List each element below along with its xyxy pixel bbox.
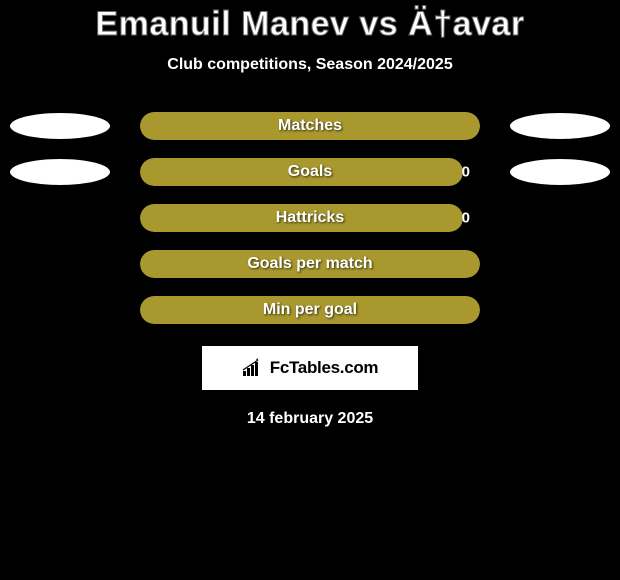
stat-row-hattricks: Hattricks 0	[0, 204, 620, 232]
left-placeholder-ellipse	[10, 113, 110, 139]
stat-bar-fill	[140, 158, 463, 186]
footer-date: 14 february 2025	[247, 410, 373, 428]
stat-bar-fill	[140, 296, 480, 324]
stat-row-min-per-goal: Min per goal	[0, 296, 620, 324]
left-placeholder-ellipse	[10, 159, 110, 185]
page-title: Emanuil Manev vs Ä†avar	[95, 5, 524, 44]
bars-chart-icon	[242, 358, 264, 378]
stat-bar: Hattricks 0	[140, 204, 480, 232]
stat-row-goals: Goals 0	[0, 158, 620, 186]
stat-bar-fill	[140, 204, 463, 232]
attribution-text: FcTables.com	[270, 358, 379, 378]
attribution-badge: FcTables.com	[202, 346, 418, 390]
stat-bar: Matches	[140, 112, 480, 140]
stat-bar: Min per goal	[140, 296, 480, 324]
stat-rows: Matches Goals 0 Hattricks 0	[0, 112, 620, 324]
right-placeholder-ellipse	[510, 113, 610, 139]
comparison-infographic: Emanuil Manev vs Ä†avar Club competition…	[0, 0, 620, 428]
stat-bar: Goals per match	[140, 250, 480, 278]
stat-bar-fill	[140, 112, 480, 140]
stat-row-goals-per-match: Goals per match	[0, 250, 620, 278]
stat-value-right: 0	[462, 164, 470, 181]
stat-bar-fill	[140, 250, 480, 278]
stat-value-right: 0	[462, 210, 470, 227]
right-placeholder-ellipse	[510, 159, 610, 185]
stat-bar: Goals 0	[140, 158, 480, 186]
stat-row-matches: Matches	[0, 112, 620, 140]
page-subtitle: Club competitions, Season 2024/2025	[167, 56, 452, 74]
